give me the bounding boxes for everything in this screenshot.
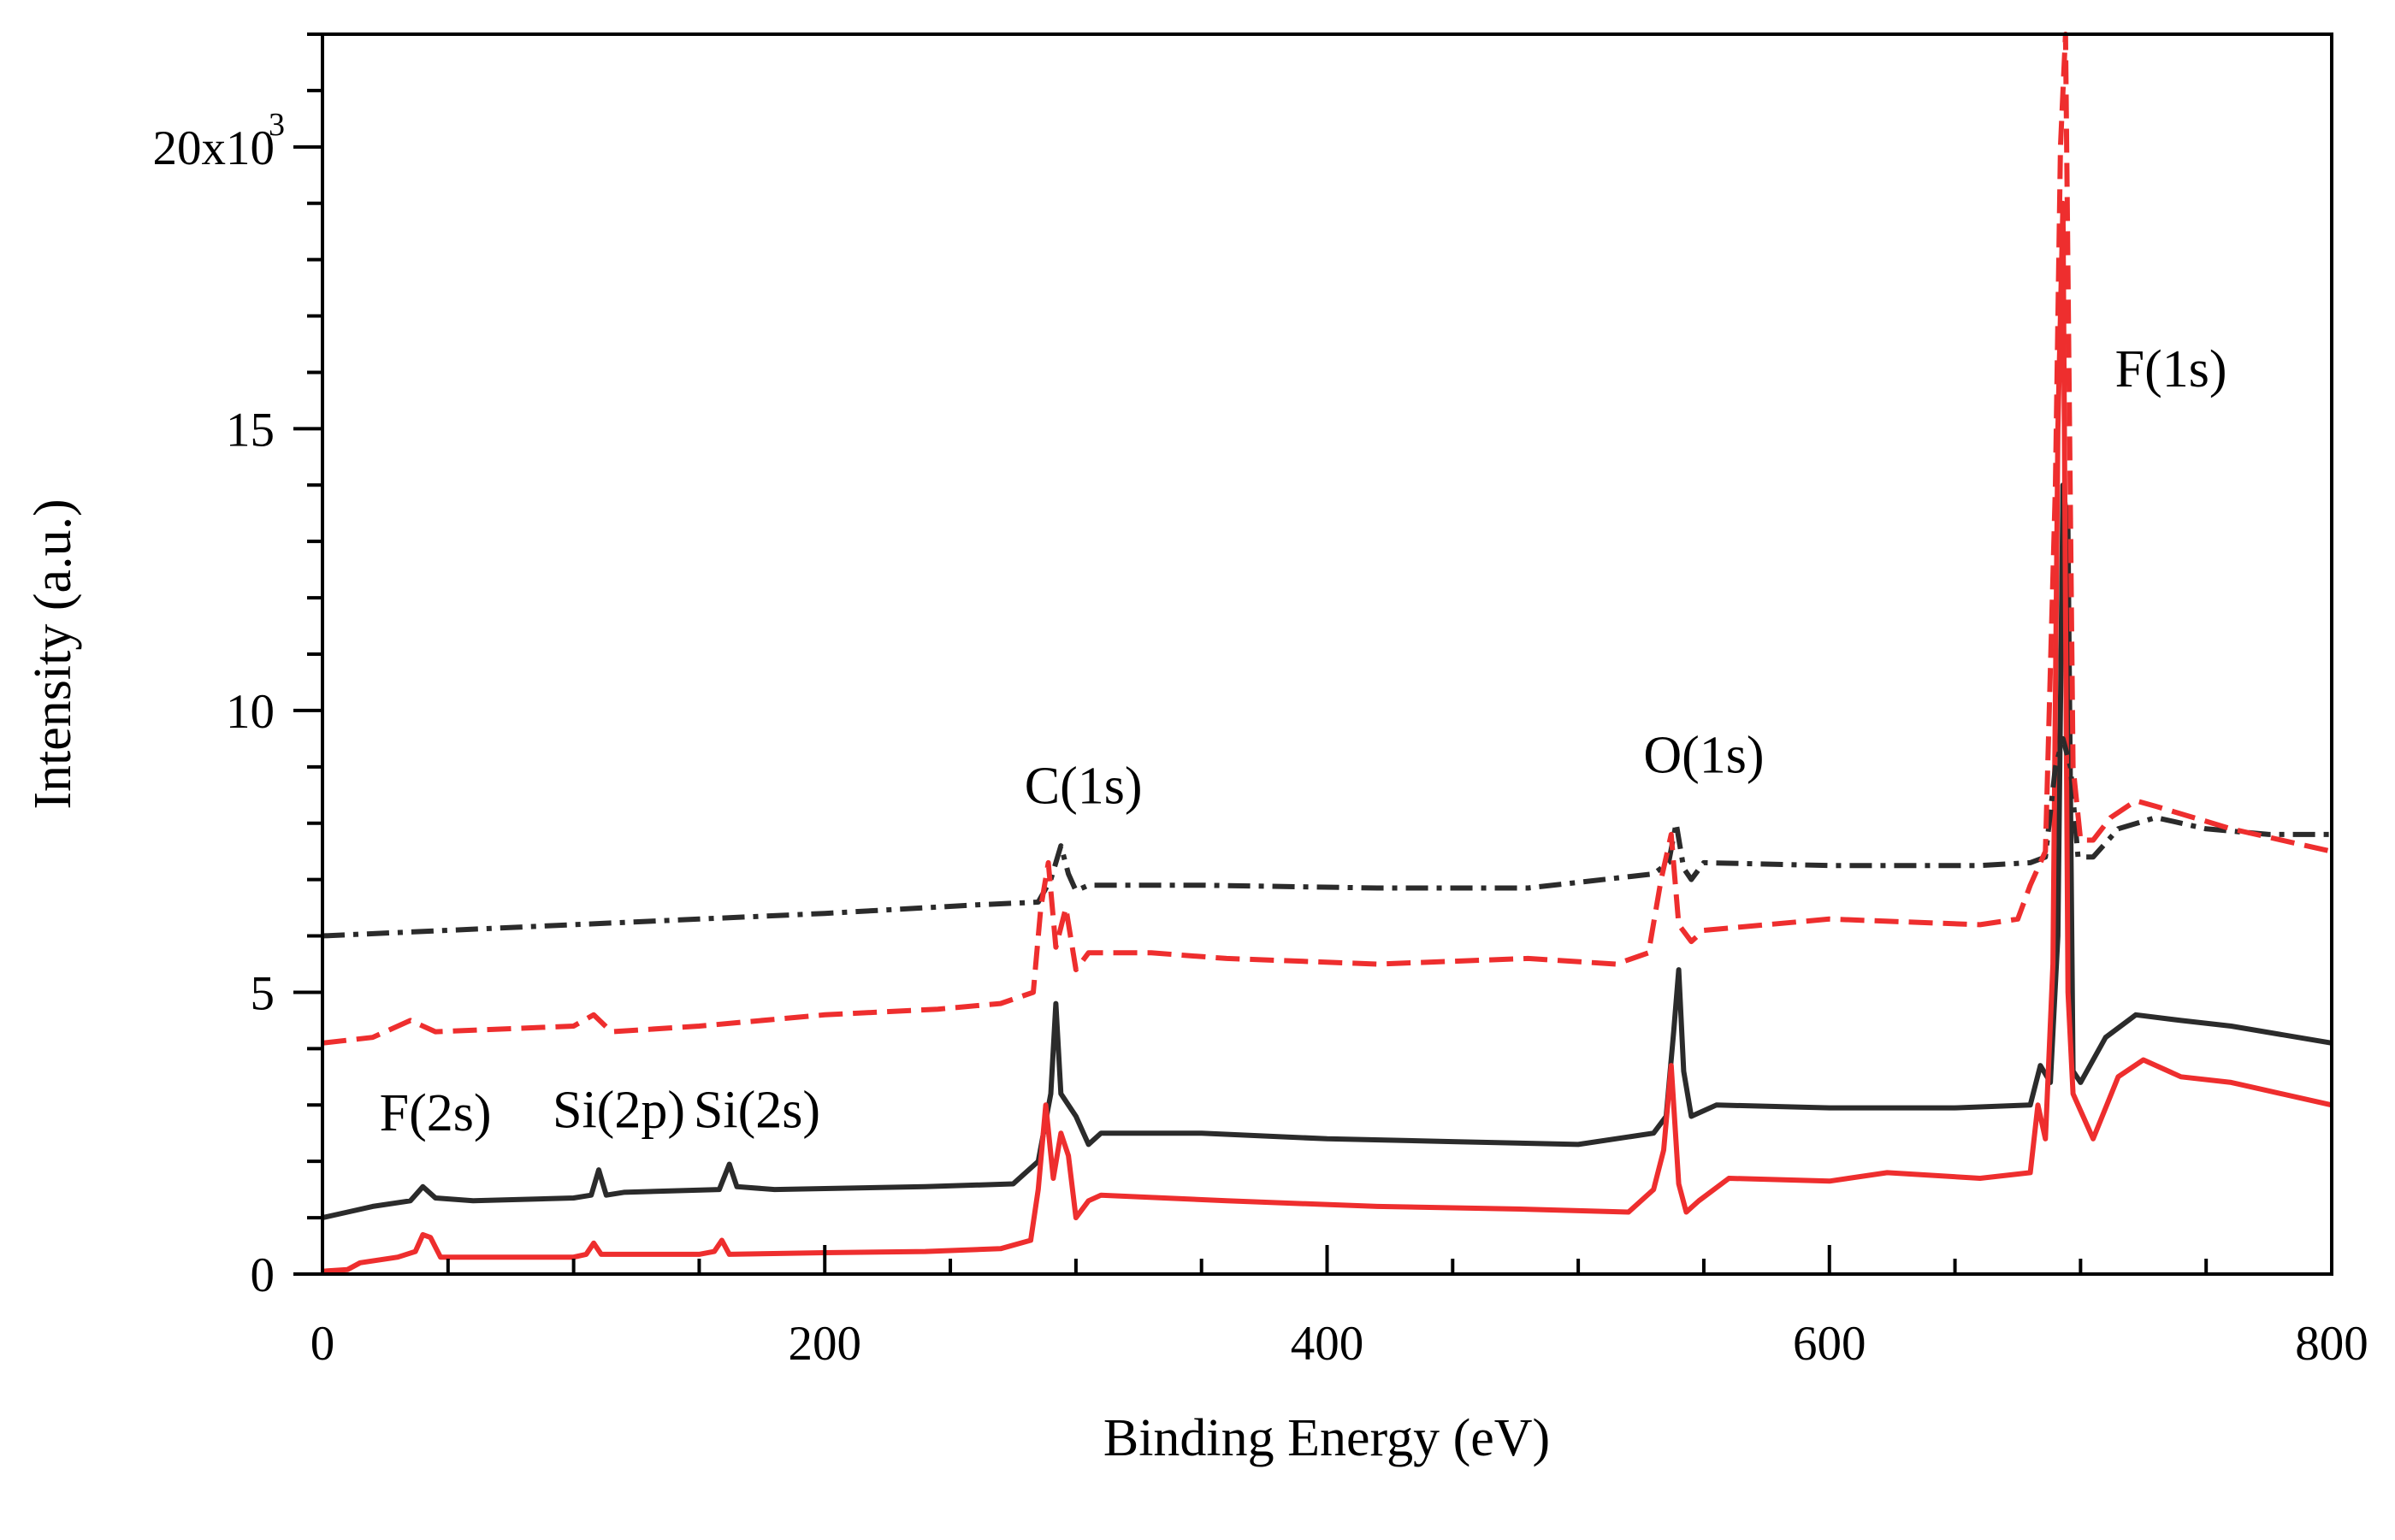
x-axis-title: Binding Energy (eV) bbox=[1103, 1409, 1550, 1467]
series-layer bbox=[322, 32, 2333, 1274]
x-tick-label: 0 bbox=[310, 1317, 335, 1371]
x-tick-label: 600 bbox=[1793, 1317, 1866, 1371]
x-tick-label: 400 bbox=[1291, 1317, 1364, 1371]
peak-label: F(2s) bbox=[380, 1084, 492, 1142]
peak-label: O(1s) bbox=[1643, 726, 1764, 784]
y-tick-label: 10 bbox=[226, 685, 275, 739]
peak-label: Si(2s) bbox=[694, 1082, 820, 1140]
series-black-solid bbox=[322, 482, 2333, 1221]
x-tick-label: 200 bbox=[789, 1317, 862, 1371]
series-black-dashed bbox=[322, 735, 2332, 939]
ticks-layer bbox=[293, 32, 2333, 1276]
y-tick-label: 20x10 bbox=[153, 121, 275, 175]
peak-label: F(1s) bbox=[2115, 340, 2227, 398]
peak-label: C(1s) bbox=[1025, 758, 1143, 816]
x-tick-label: 800 bbox=[2295, 1317, 2368, 1371]
series-red-solid bbox=[322, 200, 2333, 1274]
series-red-dashed bbox=[322, 32, 2333, 1046]
y-axis-title: Intensity (a.u.) bbox=[24, 499, 82, 809]
peak-label: Si(2p) bbox=[553, 1082, 685, 1140]
y-tick-label: 15 bbox=[226, 403, 275, 457]
y-tick-label: 0 bbox=[251, 1248, 275, 1302]
y-tick-label: 5 bbox=[251, 966, 275, 1020]
y-tick-exponent: 3 bbox=[269, 107, 285, 143]
